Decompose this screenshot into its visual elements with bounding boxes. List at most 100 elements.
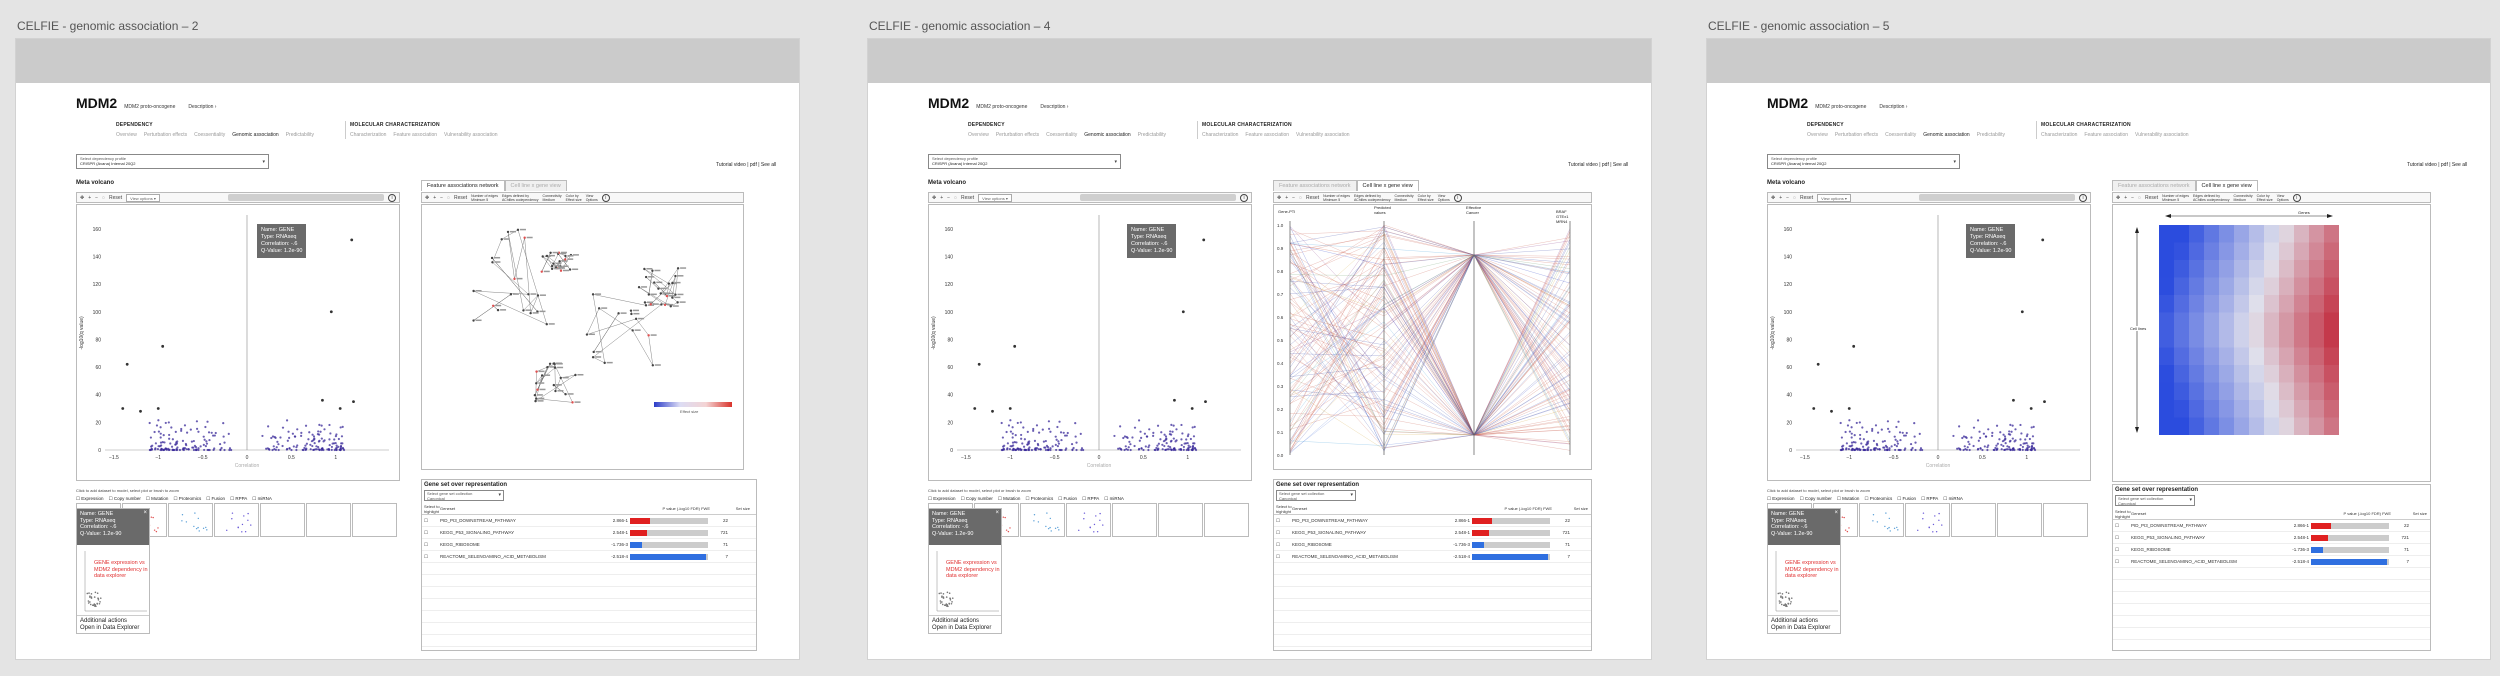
thumbnail[interactable] (1112, 503, 1157, 537)
tab-feature-association[interactable]: Feature association (393, 132, 438, 138)
description-toggle[interactable]: Description › (188, 104, 217, 110)
thumbnail[interactable] (1905, 503, 1950, 537)
move-icon[interactable]: ✥ (2116, 194, 2121, 201)
open-data-explorer[interactable]: Open in Data Explorer (932, 625, 992, 631)
info-icon[interactable]: i (388, 193, 396, 202)
info-icon[interactable]: i (2292, 193, 2301, 202)
row-checkbox[interactable]: ☐ (424, 517, 429, 523)
tab-overview[interactable]: Overview (1807, 132, 1828, 138)
volcano-search-bar[interactable] (227, 194, 384, 201)
edge-count-control[interactable]: Number of edges Minimum 5 (1323, 194, 1350, 202)
data-explorer-link[interactable]: GENE expression vs MDM2 dependency in da… (946, 560, 1000, 579)
edges-defined-control[interactable]: Edges defined by AChilles codependency (502, 194, 539, 202)
tab-genomic-association[interactable]: Genomic association (1923, 132, 1970, 138)
category-fusion[interactable]: Fusion (1058, 496, 1078, 502)
view-control[interactable]: View Options (586, 194, 598, 202)
category-fusion[interactable]: Fusion (1897, 496, 1917, 502)
tab-overview[interactable]: Overview (968, 132, 989, 138)
geneset-collection-select[interactable]: Select gene set collection Canonical ▾ (2115, 495, 2195, 506)
tab-coessentiality[interactable]: Coessentiality (194, 132, 226, 138)
tab-feature-association[interactable]: Feature association (2084, 132, 2129, 138)
tab-genomic-association[interactable]: Genomic association (232, 132, 279, 138)
row-checkbox[interactable]: ☐ (2115, 546, 2120, 552)
category-mutation[interactable]: Mutation (1837, 496, 1859, 502)
geneset-collection-select[interactable]: Select gene set collection Canonical ▾ (424, 490, 504, 501)
category-expression[interactable]: Expression (928, 496, 955, 502)
col-pvalue[interactable]: P value (-log10 FDR) FWE (1504, 506, 1553, 511)
tab-feature-network[interactable]: Feature associations network (1273, 180, 1357, 191)
table-row[interactable]: ☐ PID_PI3_DOWNSTREAM_PATHWAY 2.866-1 22 (422, 515, 756, 527)
description-toggle[interactable]: Description › (1879, 104, 1908, 110)
data-explorer-link[interactable]: GENE expression vs MDM2 dependency in da… (94, 560, 148, 579)
edge-count-control[interactable]: Number of edges Minimum 5 (2162, 194, 2189, 202)
zoom-out-icon[interactable]: − (1292, 194, 1296, 201)
col-size[interactable]: Set size (2412, 511, 2427, 516)
category-copy-number[interactable]: Copy number (961, 496, 993, 502)
zoom-out-icon[interactable]: − (1786, 194, 1790, 201)
color-by-control[interactable]: Color by Effect size (2257, 194, 2273, 202)
category-proteomics[interactable]: Proteomics (173, 496, 202, 502)
info-icon[interactable]: i (2079, 193, 2087, 202)
move-icon[interactable]: ✥ (932, 194, 937, 201)
close-icon[interactable]: × (995, 510, 999, 516)
thumbnail[interactable] (1020, 503, 1065, 537)
table-row[interactable]: ☐ KEGG_P53_SIGNALING_PATHWAY 2.548-1 721 (2113, 532, 2430, 544)
category-expression[interactable]: Expression (1767, 496, 1794, 502)
additional-actions[interactable]: Additional actions (932, 618, 980, 624)
reset-button[interactable]: Reset (109, 194, 123, 201)
color-by-control[interactable]: Color by Effect size (566, 194, 582, 202)
thumbnail[interactable] (260, 503, 305, 537)
open-data-explorer[interactable]: Open in Data Explorer (80, 625, 140, 631)
tab-perturbation-effects[interactable]: Perturbation effects (143, 132, 188, 138)
col-geneset[interactable]: Geneset (440, 506, 456, 511)
table-row[interactable]: ☐ KEGG_RIBOSOME -1.736-3 71 (1274, 539, 1591, 551)
view-control[interactable]: View Options (1438, 194, 1450, 202)
tutorial-links[interactable]: Tutorial video | pdf | See all (716, 162, 777, 168)
zoom-out-icon[interactable]: − (95, 194, 99, 201)
row-checkbox[interactable]: ☐ (1276, 541, 1281, 547)
category-proteomics[interactable]: Proteomics (1025, 496, 1054, 502)
category-mutation[interactable]: Mutation (998, 496, 1020, 502)
lasso-icon[interactable]: ◌ (447, 194, 451, 201)
category-mirna[interactable]: miRNA (252, 496, 272, 502)
category-rppa[interactable]: RPPA (1921, 496, 1938, 502)
tab-coessentiality[interactable]: Coessentiality (1885, 132, 1917, 138)
volcano-plot[interactable]: −1.5 −1 −0.5 0 0.5 1 0 20 40 60 80 100 120 140 160 Corr… (928, 204, 1252, 481)
data-explorer-link[interactable]: GENE expression vs MDM2 dependency in da… (1785, 560, 1839, 579)
row-checkbox[interactable]: ☐ (424, 529, 429, 535)
tab-gene-view[interactable]: Cell line x gene view (504, 180, 567, 191)
thumbnail[interactable] (214, 503, 259, 537)
table-row[interactable]: ☐ KEGG_P53_SIGNALING_PATHWAY 2.548-1 721 (422, 527, 756, 539)
col-geneset[interactable]: Geneset (1292, 506, 1308, 511)
connectivity-control[interactable]: Connectivity Medium (543, 194, 562, 202)
move-icon[interactable]: ✥ (80, 194, 85, 201)
close-icon[interactable]: × (1834, 510, 1838, 516)
thumbnail[interactable] (1859, 503, 1904, 537)
category-copy-number[interactable]: Copy number (109, 496, 141, 502)
category-mirna[interactable]: miRNA (1943, 496, 1963, 502)
info-icon[interactable]: i (1453, 193, 1462, 202)
tutorial-links[interactable]: Tutorial video | pdf | See all (2407, 162, 2468, 168)
tab-coessentiality[interactable]: Coessentiality (1046, 132, 1078, 138)
tab-perturbation-effects[interactable]: Perturbation effects (995, 132, 1040, 138)
dependency-profile-select[interactable]: Select dependency profile CRISPR (Avana)… (928, 154, 1121, 169)
parallel-coords-panel[interactable]: 0.0 0.1 0.2 0.3 0.4 0.5 0.6 0.7 0.8 0.9 1.0 Gene-P… (1273, 204, 1592, 470)
tab-gene-view[interactable]: Cell line x gene view (1356, 180, 1419, 191)
category-copy-number[interactable]: Copy number (1800, 496, 1832, 502)
row-checkbox[interactable]: ☐ (2115, 558, 2120, 564)
additional-actions[interactable]: Additional actions (80, 618, 128, 624)
move-icon[interactable]: ✥ (425, 194, 430, 201)
volcano-search-bar[interactable] (1918, 194, 2075, 201)
zoom-in-icon[interactable]: + (1779, 194, 1783, 201)
category-rppa[interactable]: RPPA (1082, 496, 1099, 502)
open-data-explorer[interactable]: Open in Data Explorer (1771, 625, 1831, 631)
col-pvalue[interactable]: P value (-log10 FDR) FWE (662, 506, 711, 511)
dependency-profile-select[interactable]: Select dependency profile CRISPR (Avana)… (76, 154, 269, 169)
view-control[interactable]: View Options (2277, 194, 2289, 202)
tab-characterization[interactable]: Characterization (1202, 132, 1239, 138)
category-mirna[interactable]: miRNA (1104, 496, 1124, 502)
col-size[interactable]: Set size (735, 506, 750, 511)
col-geneset[interactable]: Geneset (2131, 511, 2147, 516)
row-checkbox[interactable]: ☐ (2115, 522, 2120, 528)
tab-characterization[interactable]: Characterization (350, 132, 387, 138)
